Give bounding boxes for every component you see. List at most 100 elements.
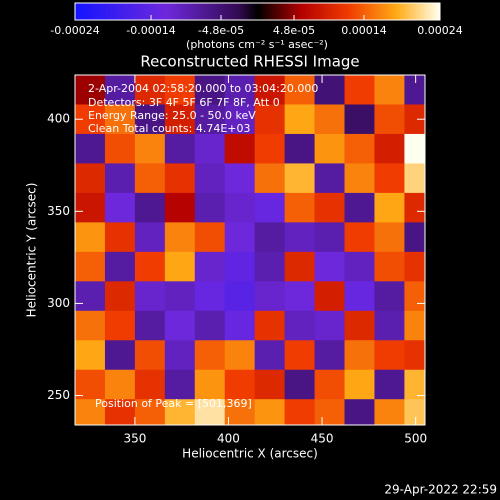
heatmap-cell — [404, 281, 425, 312]
colorbar-swatch — [167, 3, 171, 20]
colorbar-swatch — [160, 3, 163, 20]
heatmap-cell — [164, 340, 196, 371]
heatmap-cell — [374, 192, 405, 223]
heatmap-cell — [254, 133, 285, 164]
colorbar-swatch — [277, 3, 281, 20]
colorbar-swatch — [225, 3, 228, 20]
heatmap-cell — [75, 340, 106, 371]
colorbar-swatch — [295, 3, 298, 20]
heatmap-cell — [75, 192, 106, 223]
heatmap-cell — [344, 133, 375, 164]
annotation: Clean Total counts: 4.74E+03 — [88, 122, 251, 135]
heatmap-cell — [284, 75, 315, 105]
colorbar-swatch — [335, 3, 338, 20]
heatmap-cell — [314, 192, 345, 223]
heatmap-cell — [344, 369, 375, 400]
colorbar-swatch — [327, 3, 331, 20]
colorbar-swatch — [365, 3, 368, 20]
colorbar-swatch — [130, 3, 133, 20]
colorbar-swatch — [410, 3, 413, 20]
y-tick-label: 350 — [47, 204, 70, 218]
heatmap-cell — [314, 133, 345, 164]
plot-frame — [74, 74, 426, 426]
heatmap-cell — [254, 399, 285, 425]
colorbar-swatch — [325, 3, 328, 20]
heatmap-cell — [404, 399, 425, 425]
annotation: 2-Apr-2004 02:58:20.000 to 03:04:20.000 — [88, 82, 318, 95]
heatmap-cell — [104, 251, 136, 282]
heatmap-cell — [404, 222, 425, 253]
colorbar-swatch — [267, 3, 271, 20]
heatmap-cell — [134, 251, 166, 282]
heatmap-cell — [104, 222, 136, 253]
colorbar-swatch — [292, 3, 296, 20]
colorbar-swatch — [125, 3, 128, 20]
colorbar-swatch — [252, 3, 256, 20]
colorbar-swatch — [355, 3, 358, 20]
heatmap-cell — [104, 310, 136, 341]
colorbar-swatch — [305, 3, 308, 20]
colorbar-swatch — [217, 3, 221, 20]
colorbar-swatch — [425, 3, 428, 20]
heatmap-cell — [224, 310, 255, 341]
heatmap-cell — [404, 369, 425, 400]
colorbar-swatch — [222, 3, 226, 20]
colorbar-swatch — [172, 3, 176, 20]
colorbar-swatch — [377, 3, 381, 20]
heatmap-cell — [374, 310, 405, 341]
colorbar-swatch — [362, 3, 366, 20]
colorbar-swatch — [205, 3, 208, 20]
heatmap-cell — [404, 340, 425, 371]
heatmap-cell — [194, 104, 226, 135]
heatmap-cell — [374, 133, 405, 164]
colorbar-swatch — [340, 3, 343, 20]
colorbar-swatch — [220, 3, 223, 20]
colorbar-swatch — [152, 3, 156, 20]
heatmap-cell — [314, 75, 345, 105]
heatmap-cell — [254, 192, 285, 223]
colorbar-swatch — [97, 3, 101, 20]
heatmap-cell — [254, 222, 285, 253]
colorbar-swatch — [320, 3, 323, 20]
colorbar-swatch — [332, 3, 336, 20]
heatmap-cell — [164, 399, 196, 425]
heatmap-cell — [404, 310, 425, 341]
colorbar-swatch — [127, 3, 131, 20]
heatmap-cell — [314, 399, 345, 425]
colorbar-swatch — [392, 3, 396, 20]
colorbar-swatch — [360, 3, 363, 20]
colorbar-swatch — [212, 3, 216, 20]
colorbar-swatch — [187, 3, 191, 20]
heatmap-cell — [104, 75, 136, 105]
y-axis-label: Heliocentric Y (arcsec) — [25, 183, 39, 318]
heatmap-cell — [164, 104, 196, 135]
heatmap-cell — [224, 163, 255, 194]
colorbar-tick-label: -4.8e-05 — [198, 24, 244, 37]
x-axis-label: Heliocentric X (arcsec) — [182, 447, 318, 461]
heatmap-cell — [134, 399, 166, 425]
heatmap-cell — [75, 310, 106, 341]
colorbar-swatch — [367, 3, 371, 20]
colorbar-swatch — [337, 3, 341, 20]
heatmap-cell — [224, 340, 255, 371]
x-tick-label: 500 — [404, 432, 427, 446]
heatmap-cell — [134, 281, 166, 312]
heatmap-cell — [254, 163, 285, 194]
colorbar-swatch — [270, 3, 273, 20]
colorbar-swatch — [420, 3, 423, 20]
colorbar-swatch — [110, 3, 113, 20]
colorbar-swatch — [290, 3, 293, 20]
colorbar-swatch — [75, 3, 78, 20]
colorbar-swatch — [210, 3, 213, 20]
colorbar-swatch — [260, 3, 263, 20]
colorbar-tick-label: 0.00014 — [341, 24, 387, 37]
colorbar-swatch — [342, 3, 346, 20]
colorbar-swatch — [422, 3, 426, 20]
colorbar-swatch — [112, 3, 116, 20]
heatmap-cell — [404, 163, 425, 194]
heatmap-cell — [314, 251, 345, 282]
colorbar-swatch — [207, 3, 211, 20]
chart-title: Reconstructed RHESSI Image — [140, 53, 359, 71]
x-tick-label: 450 — [311, 432, 334, 446]
